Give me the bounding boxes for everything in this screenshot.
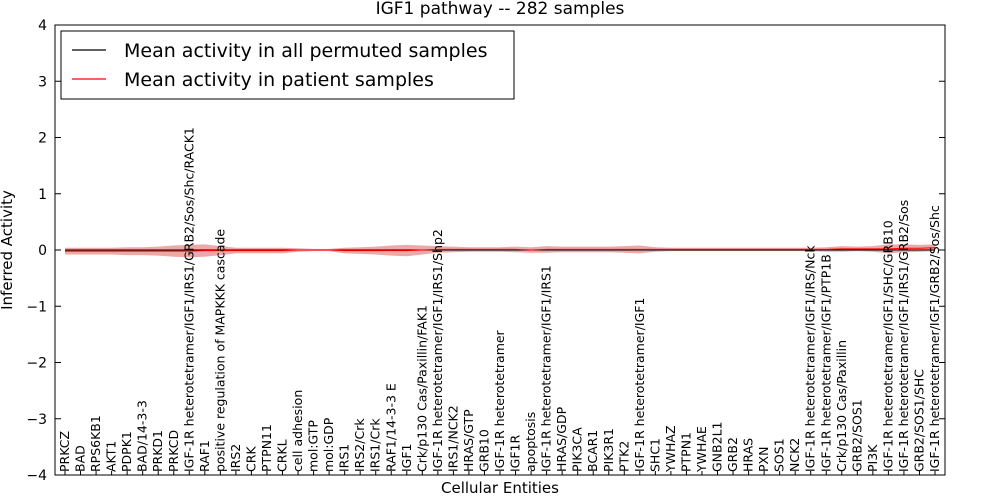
y-tick-label: 0 [38,243,47,259]
y-tick-label: −1 [26,299,47,315]
x-tick-label: NCK2 [787,438,802,472]
x-tick-label: SHC1 [647,438,662,472]
x-tick-label: PI3K [865,444,880,472]
x-tick-label: IGF-1R heterotetramer/IGF1/PTP1B [818,254,833,472]
x-tick-label: BAD/14-3-3 [135,400,150,472]
x-tick-label: IRS1 [337,444,352,472]
x-tick-label: IRS1/Crk [368,418,383,472]
patient-mean-line [65,247,936,252]
x-tick-label: IRS2/Crk [352,418,367,472]
x-tick-label: PTPN1 [678,432,693,472]
x-tick-label: cell adhesion [290,390,305,472]
x-tick-label: GRB2/SOS1/SHC [911,369,926,472]
y-tick-label: 4 [38,18,47,34]
x-tick-label: IGF-1R heterotetramer/IGF1/IRS1/GRB2/Sos [896,200,911,472]
x-tick-label: IGF-1R heterotetramer/IGF1/IRS1/Shp2 [430,229,445,472]
x-tick-label: BCAR1 [585,430,600,472]
x-tick-label: GNB2L1 [710,422,725,472]
x-tick-label: HRAS [741,438,756,472]
x-axis-label: Cellular Entities [441,479,559,497]
x-tick-label: RAF1/14-3-3 E [383,383,398,472]
x-tick-label: mol:GDP [321,417,336,472]
y-tick-label: 3 [38,74,47,90]
x-tick-label: IGF1R [508,434,523,472]
x-tick-label: PTK2 [616,441,631,472]
x-tick-label: YWHAE [694,426,709,473]
x-tick-label: positive regulation of MAPKKK cascade [212,229,227,472]
y-axis-label: Inferred Activity [0,190,16,310]
x-tick-label: CRKL [275,439,290,472]
x-tick-label: IGF-1R heterotetramer/IGF1/GRB2/Sos/Shc [927,205,942,472]
x-tick-label: IGF-1R heterotetramer/IGF1 [632,298,647,472]
x-tick-label: IGF-1R heterotetramer/IGF1/IRS/Nck [803,245,818,472]
chart-title: IGF1 pathway -- 282 samples [376,0,625,19]
x-tick-label: IGF1 [399,443,414,472]
x-tick-label: AKT1 [104,441,119,472]
y-tick-label: −4 [26,468,47,484]
x-tick-label: PDPK1 [119,431,134,472]
x-tick-label: GRB10 [476,429,491,472]
x-axis: PRKCZ BAD RPS6KB1 AKT1 PDPK1 BAD/14-3-3 PRKD1 P… [57,127,942,475]
x-tick-label: GRB2 [725,437,740,472]
x-tick-label: IRS1/NCK2 [445,405,460,472]
x-tick-label: apoptosis [523,412,538,472]
x-tick-label: RPS6KB1 [88,415,103,472]
x-tick-label: HRAS/GTP [461,409,476,472]
x-tick-label: RAF1 [197,440,212,472]
x-tick-label: PIK3CA [570,427,585,472]
legend-label-permuted: Mean activity in all permuted samples [124,40,487,62]
x-tick-label: PRKD1 [150,430,165,472]
legend: Mean activity in all permuted samples Me… [60,30,515,100]
y-tick-label: −2 [26,356,47,372]
x-tick-label: IGF-1R heterotetramer/IGF1/IRS1 [539,265,554,472]
x-tick-label: HRAS/GDP [554,406,569,472]
x-tick-label: GRB2/SOS1 [849,399,864,472]
x-tick-label: mol:GTP [306,420,321,472]
x-tick-label: SOS1 [772,438,787,472]
y-tick-label: 2 [38,131,47,147]
x-tick-label: PIK3R1 [601,428,616,472]
legend-label-patient: Mean activity in patient samples [124,69,434,91]
y-tick-label: 1 [38,187,47,203]
x-tick-label: BAD [73,445,88,472]
x-tick-label: IGF-1R heterotetramer/IGF1/SHC/GRB10 [880,220,895,472]
x-tick-label: IRS2 [228,444,243,472]
x-tick-label: PXN [756,447,771,472]
x-tick-label: CRK [243,446,258,472]
x-tick-label: PRKCZ [57,431,72,472]
x-tick-label: PRKCD [166,430,181,472]
x-tick-label: IGF-1R heterotetramer [492,329,507,472]
x-tick-label: PTPN11 [259,424,274,472]
patient-activity-band [65,244,935,258]
x-tick-label: Crk/p130 Cas/Paxillin/FAK1 [414,305,429,472]
legend-box [60,30,515,100]
x-tick-label: IGF-1R heterotetramer/IGF1/IRS1/GRB2/Sos… [181,127,196,472]
x-tick-label: YWHAZ [663,425,678,473]
y-tick-label: −3 [26,412,47,428]
x-tick-label: Crk/p130 Cas/Paxillin [834,340,849,472]
y-axis: −4 −3 −2 −1 0 1 2 3 4 [26,18,945,484]
